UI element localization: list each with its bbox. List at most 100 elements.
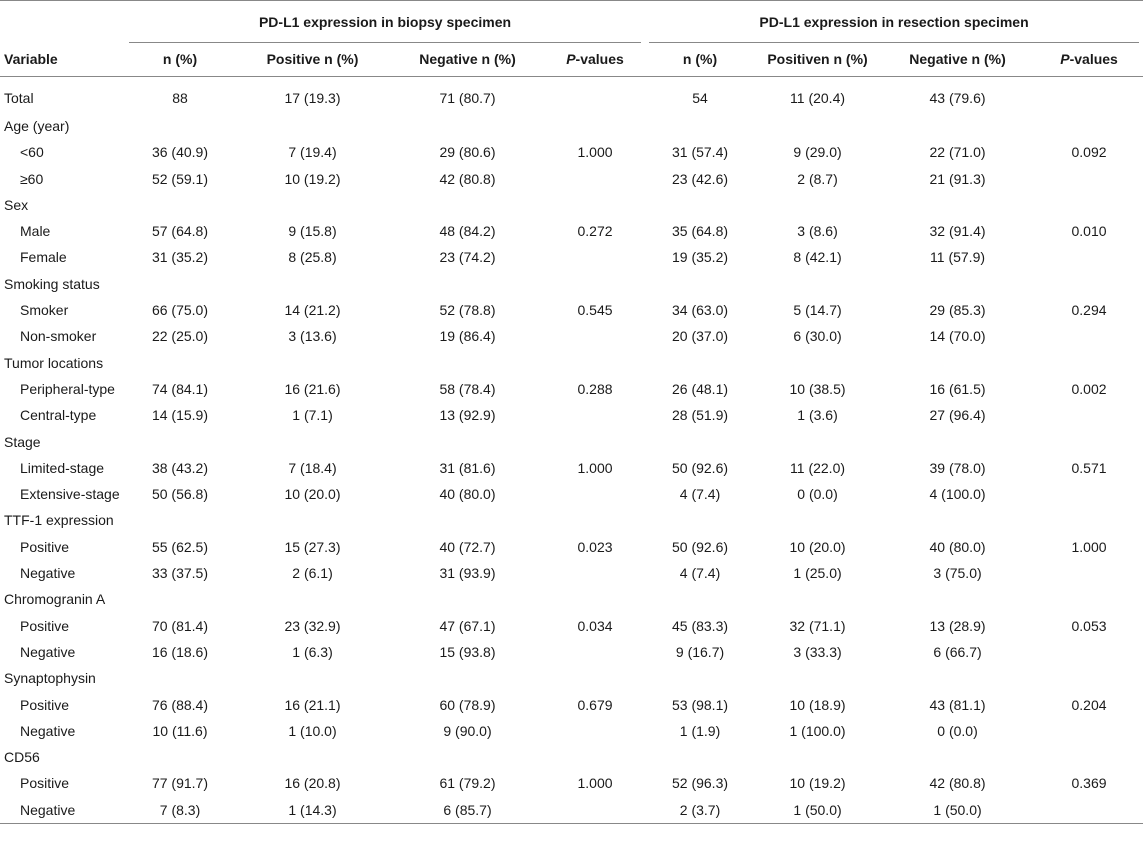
cell-r-n: 28 (51.9) <box>671 407 729 424</box>
table-row: Positive 70 (81.4) 23 (32.9) 47 (67.1) 0.034… <box>0 613 1143 639</box>
row-label: Stage <box>4 433 41 450</box>
col-header-biopsy-n: n (%) <box>125 43 235 77</box>
cell-r-p <box>1035 665 1143 691</box>
cell-b-neg <box>390 271 545 297</box>
cell-b-pos: 17 (19.3) <box>284 90 341 106</box>
cell-b-p <box>545 560 645 586</box>
table-row: Tumor locations <box>0 350 1143 376</box>
cell-b-pos <box>235 350 390 376</box>
cell-r-neg: 39 (78.0) <box>929 459 986 476</box>
cell-r-pos: 3 (33.3) <box>793 643 842 660</box>
table-row: Negative 16 (18.6) 1 (6.3) 15 (93.8) 9 (16.7… <box>0 639 1143 665</box>
table-row: Limited-stage 38 (43.2) 7 (18.4) 31 (81.6) 1… <box>0 455 1143 481</box>
group-header-biopsy: PD-L1 expression in biopsy specimen <box>125 0 646 43</box>
cell-b-neg: 29 (80.6) <box>439 144 496 161</box>
cell-b-neg <box>390 350 545 376</box>
cell-b-n: 66 (75.0) <box>151 302 209 319</box>
cell-b-pos: 15 (27.3) <box>284 538 341 555</box>
cell-r-neg: 13 (28.9) <box>929 617 986 634</box>
row-label: Synaptophysin <box>4 670 96 687</box>
cell-b-pos: 3 (13.6) <box>288 328 337 345</box>
cell-r-pos: 11 (20.4) <box>790 90 846 106</box>
row-label: TTF-1 expression <box>4 512 114 529</box>
cell-r-p <box>1035 796 1143 825</box>
cell-b-p <box>545 350 645 376</box>
cell-r-n: 1 (1.9) <box>679 722 721 739</box>
cell-b-p: 0.679 <box>577 696 613 713</box>
cell-r-p <box>1035 744 1143 770</box>
cell-r-n: 19 (35.2) <box>671 249 729 266</box>
cell-b-neg: 47 (67.1) <box>439 617 496 634</box>
cell-b-n: 57 (64.8) <box>151 223 209 240</box>
row-label: Positive <box>20 538 70 555</box>
cell-r-n: 34 (63.0) <box>671 302 729 319</box>
cell-b-neg: 58 (78.4) <box>439 380 496 397</box>
cell-b-neg <box>390 429 545 455</box>
cell-b-pos: 16 (20.8) <box>284 775 341 792</box>
cell-r-p <box>1035 507 1143 533</box>
cell-r-neg <box>880 665 1035 691</box>
cell-b-n: 55 (62.5) <box>151 538 209 555</box>
cell-b-pos <box>235 113 390 139</box>
cell-b-pos: 2 (6.1) <box>292 565 333 582</box>
cell-b-n: 10 (11.6) <box>152 722 208 739</box>
cell-b-neg: 71 (80.7) <box>439 90 496 106</box>
cell-r-p: 0.002 <box>1071 380 1107 397</box>
cell-r-n <box>645 350 755 376</box>
cell-r-p: 0.010 <box>1071 223 1107 240</box>
cell-b-pos: 1 (14.3) <box>235 796 390 825</box>
row-label: Male <box>20 223 51 240</box>
cell-b-neg: 40 (80.0) <box>439 486 496 503</box>
cell-b-neg: 52 (78.8) <box>439 302 496 319</box>
cell-r-neg: 40 (80.0) <box>929 538 986 555</box>
cell-b-neg: 6 (85.7) <box>390 796 545 825</box>
cell-r-pos <box>755 271 880 297</box>
table-row: Total 88 17 (19.3) 71 (80.7) 54 11 (20.4) 43 (… <box>0 77 1143 114</box>
cell-b-n <box>125 507 235 533</box>
cell-b-neg: 40 (72.7) <box>439 538 496 555</box>
cell-r-p: 0.204 <box>1071 696 1107 713</box>
cell-b-n <box>125 429 235 455</box>
cell-b-neg: 13 (92.9) <box>439 407 496 424</box>
cell-r-p: 0.092 <box>1071 144 1107 161</box>
cell-b-pos <box>235 744 390 770</box>
cell-r-p <box>1035 244 1143 270</box>
group-header-biopsy-label: PD-L1 expression in biopsy specimen <box>129 2 642 43</box>
cell-r-neg <box>880 350 1035 376</box>
cell-r-pos: 6 (30.0) <box>793 328 842 345</box>
cell-b-p <box>545 429 645 455</box>
cell-r-neg <box>880 113 1035 139</box>
cell-r-neg: 27 (96.4) <box>929 407 986 424</box>
row-label: Female <box>20 249 67 266</box>
cell-r-n <box>645 113 755 139</box>
table-row: Peripheral-type 74 (84.1) 16 (21.6) 58 (78.… <box>0 376 1143 402</box>
cell-r-pos: 11 (22.0) <box>790 459 846 476</box>
cell-b-pos: 1 (7.1) <box>292 407 333 424</box>
cell-b-pos <box>235 507 390 533</box>
row-label: <60 <box>20 144 44 161</box>
cell-b-n: 70 (81.4) <box>151 617 209 634</box>
cell-r-pos <box>755 507 880 533</box>
cell-b-n: 38 (43.2) <box>151 459 209 476</box>
table-row: Positive 77 (91.7) 16 (20.8) 61 (79.2) 1.000… <box>0 770 1143 796</box>
cell-b-n <box>125 192 235 218</box>
cell-r-n: 4 (7.4) <box>679 565 721 582</box>
cell-r-neg: 11 (57.9) <box>930 249 986 266</box>
row-label: Extensive-stage <box>20 486 120 503</box>
table-row: Stage <box>0 429 1143 455</box>
cell-r-pos <box>755 192 880 218</box>
cell-r-n: 53 (98.1) <box>671 696 729 713</box>
cell-b-p <box>545 744 645 770</box>
cell-b-neg <box>390 744 545 770</box>
cell-r-pos <box>755 744 880 770</box>
row-label: Negative <box>20 565 76 582</box>
cell-r-n <box>645 192 755 218</box>
cell-b-pos <box>235 665 390 691</box>
cell-r-pos <box>755 350 880 376</box>
cell-b-neg: 9 (90.0) <box>443 722 492 739</box>
row-label: Positive <box>20 775 70 792</box>
row-label: CD56 <box>4 749 40 766</box>
cell-r-pos <box>755 665 880 691</box>
cell-b-neg: 60 (78.9) <box>439 696 496 713</box>
cell-r-pos: 1 (100.0) <box>789 722 846 739</box>
